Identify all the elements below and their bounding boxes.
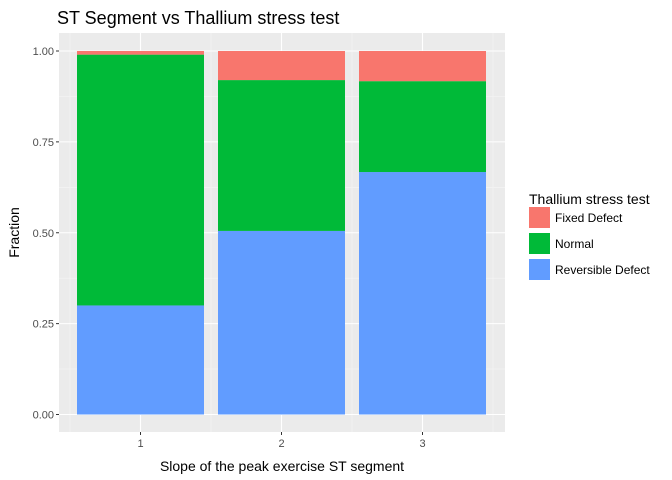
x-tick-label: 3 xyxy=(419,438,425,450)
legend-key-fixed-defect xyxy=(529,207,550,228)
legend-title: Thallium stress test xyxy=(529,191,650,207)
bar-segment-reversible-defect-1 xyxy=(77,305,204,415)
y-axis-title: Fraction xyxy=(6,207,22,258)
y-axis: 0.00 0.25 0.50 0.75 1.00 xyxy=(33,46,59,422)
y-tick-label: 0.75 xyxy=(33,137,54,149)
y-tick-label: 0.00 xyxy=(33,410,54,422)
legend-label-reversible-defect: Reversible Defect xyxy=(555,263,650,277)
bar-segment-normal-2 xyxy=(218,80,345,231)
y-tick-label: 0.25 xyxy=(33,319,54,331)
legend-label-fixed-defect: Fixed Defect xyxy=(555,211,623,225)
legend-key-reversible-defect xyxy=(529,259,550,280)
legend-label-normal: Normal xyxy=(555,237,594,251)
y-tick-label: 1.00 xyxy=(33,46,54,58)
bar-segment-fixed-defect-2 xyxy=(218,51,345,81)
bars xyxy=(77,51,486,415)
bar-segment-reversible-defect-2 xyxy=(218,230,345,415)
bar-segment-normal-3 xyxy=(359,81,486,173)
chart-title: ST Segment vs Thallium stress test xyxy=(57,8,339,28)
y-tick-label: 0.50 xyxy=(33,228,54,240)
legend-key-normal xyxy=(529,233,550,254)
x-axis-title: Slope of the peak exercise ST segment xyxy=(160,458,404,474)
bar-segment-fixed-defect-3 xyxy=(359,51,486,82)
x-tick-label: 2 xyxy=(278,438,284,450)
legend: Thallium stress test Fixed Defect Normal R… xyxy=(529,191,650,280)
x-tick-label: 1 xyxy=(137,438,143,450)
bar-segment-reversible-defect-3 xyxy=(359,172,486,415)
bar-segment-normal-1 xyxy=(77,54,204,306)
x-axis: 1 2 3 xyxy=(137,432,426,450)
bar-segment-fixed-defect-1 xyxy=(77,51,204,55)
